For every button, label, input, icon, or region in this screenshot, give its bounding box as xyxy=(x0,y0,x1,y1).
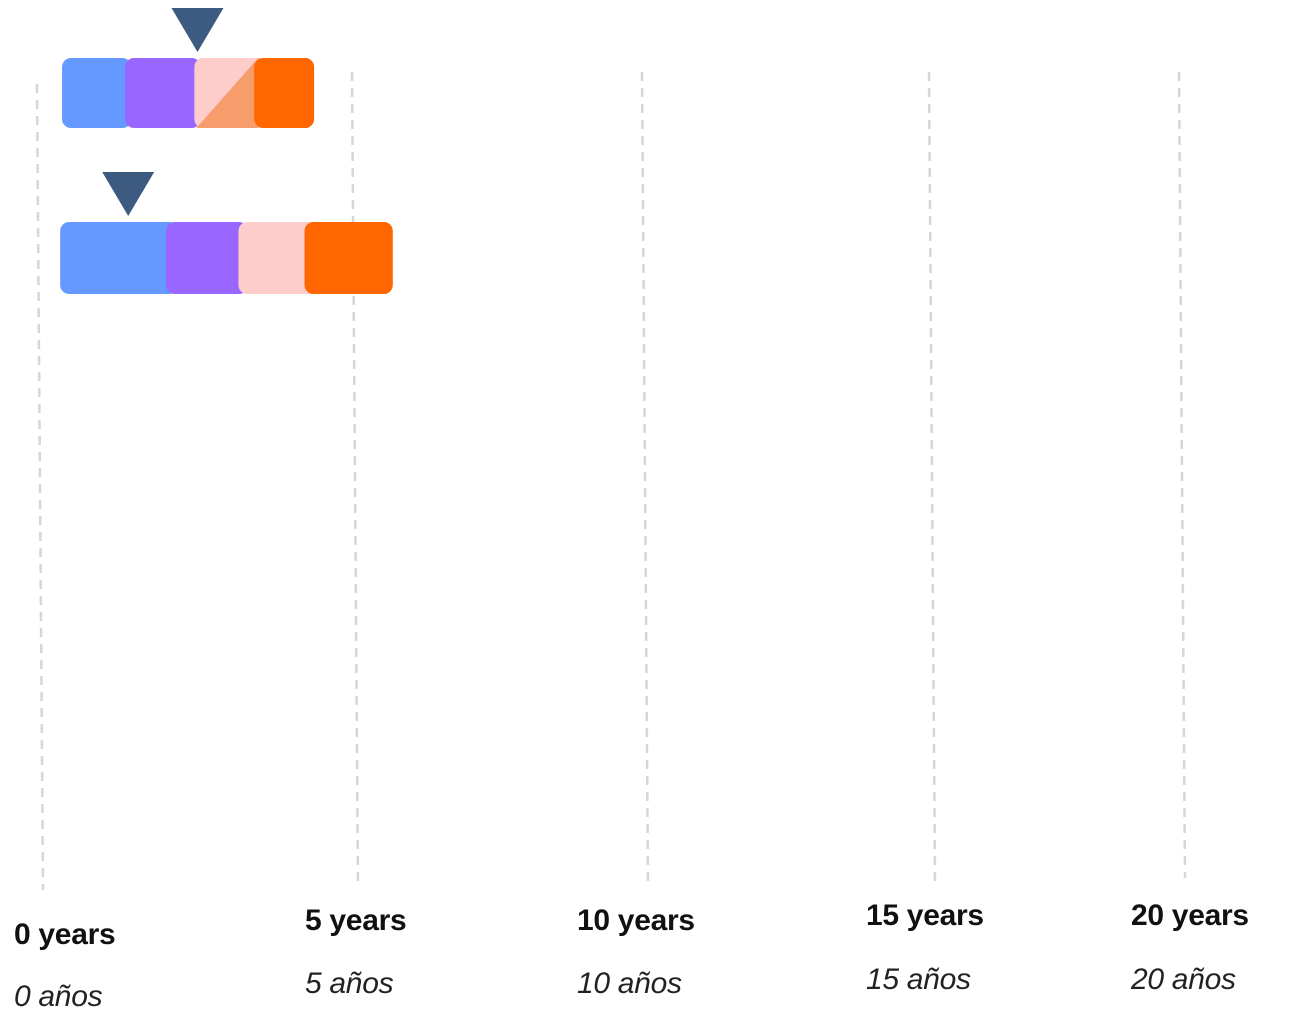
row-2-segment-3 xyxy=(238,222,318,294)
gridline-0-years xyxy=(35,83,45,891)
current-position-markers xyxy=(102,8,224,216)
row-1-segment-4-front xyxy=(286,58,315,128)
gridline-15-years xyxy=(927,71,937,882)
tick-label-20-years: 20 years xyxy=(1131,899,1249,932)
row-2-position-marker xyxy=(102,172,155,216)
timeline-row-1 xyxy=(62,58,315,128)
tick-label-20-anos: 20 años xyxy=(1131,963,1236,996)
row-1-position-marker xyxy=(171,8,224,52)
tick-label-5-anos: 5 años xyxy=(305,967,394,1000)
row-2-segment-1 xyxy=(60,222,179,294)
row-1-segment-1 xyxy=(62,58,132,128)
gridline-20-years xyxy=(1177,71,1187,879)
row-1-overlap-shading xyxy=(196,58,259,128)
gridline-5-years xyxy=(350,71,360,888)
gridline-10-years xyxy=(640,71,650,885)
row-1-segment-2 xyxy=(125,58,201,128)
tick-label-0-years: 0 years xyxy=(14,918,116,951)
timeline-rows xyxy=(60,58,393,294)
tick-label-15-anos: 15 años xyxy=(866,963,971,996)
tick-label-10-years: 10 years xyxy=(577,904,695,937)
row-2-segment-4-front xyxy=(304,222,393,294)
tick-label-0-anos: 0 años xyxy=(14,980,103,1013)
timeline-row-2 xyxy=(60,222,393,294)
tick-label-10-anos: 10 años xyxy=(577,967,682,1000)
tick-label-5-years: 5 years xyxy=(305,904,407,937)
tick-label-15-years: 15 years xyxy=(866,899,984,932)
year-gridlines xyxy=(35,71,1187,891)
row-2-segment-2 xyxy=(166,222,248,294)
